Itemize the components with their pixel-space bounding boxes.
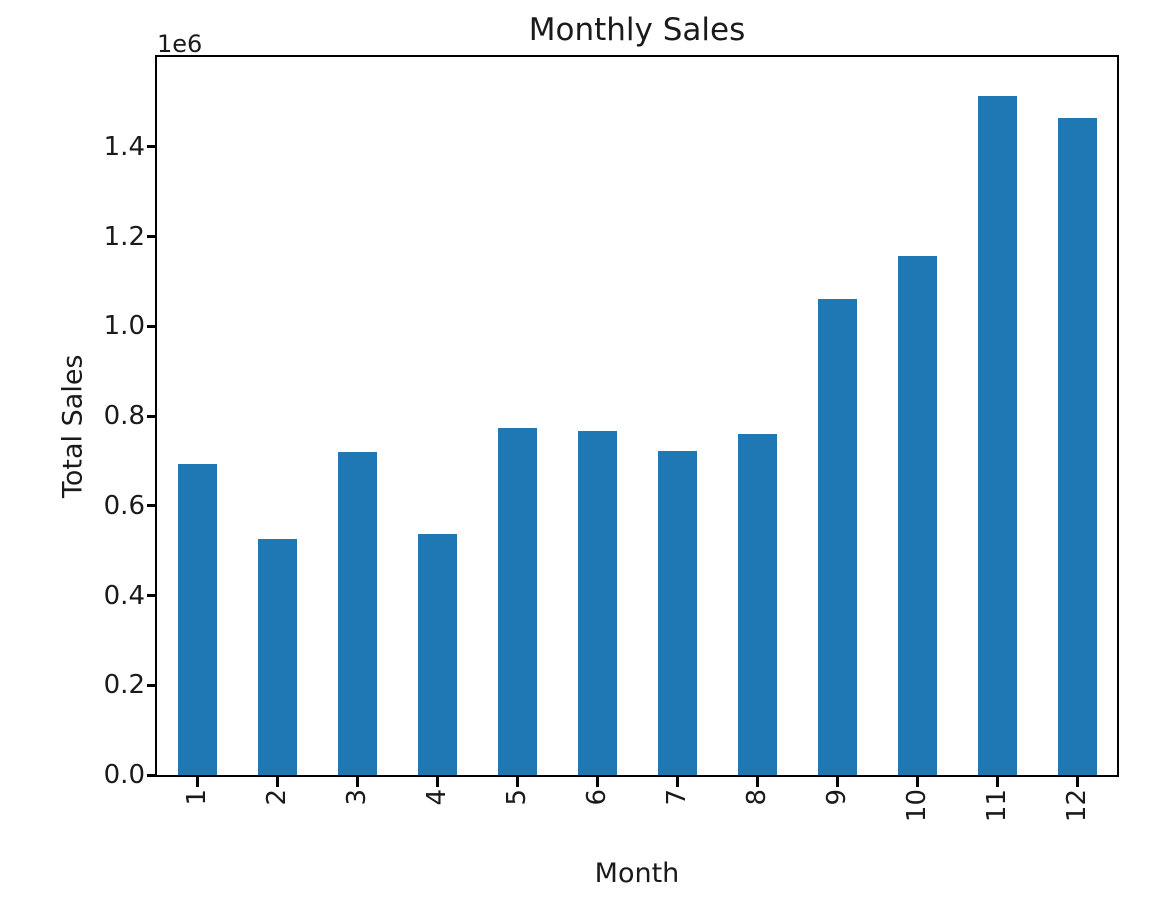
x-tick-mark [435, 777, 439, 787]
x-tick-label: 9 [822, 789, 852, 806]
y-tick-mark [147, 145, 157, 149]
x-tick-mark [275, 777, 279, 787]
bar-month-3 [337, 452, 377, 775]
y-tick-mark [147, 504, 157, 508]
bar-month-2 [257, 539, 297, 775]
plot-area [155, 55, 1119, 777]
y-tick-label: 1.4 [103, 131, 145, 162]
bar-month-11 [977, 96, 1017, 775]
x-tick-label: 3 [342, 789, 372, 806]
bar-month-12 [1057, 118, 1097, 775]
bar-month-4 [417, 534, 457, 775]
x-tick-mark [755, 777, 759, 787]
x-tick-mark [1075, 777, 1079, 787]
y-axis-offset-label: 1e6 [157, 30, 203, 58]
y-tick-label: 1.0 [103, 311, 145, 342]
x-tick-label: 7 [662, 789, 692, 806]
x-tick-mark [515, 777, 519, 787]
bar-month-1 [177, 464, 217, 775]
y-tick-label: 0.2 [103, 670, 145, 701]
y-tick-mark [147, 773, 157, 777]
y-tick-mark [147, 414, 157, 418]
y-tick-mark [147, 235, 157, 238]
x-tick-mark [195, 777, 199, 787]
bar-month-9 [817, 299, 857, 775]
x-tick-mark [595, 777, 599, 787]
bar-month-7 [657, 451, 697, 775]
x-tick-mark [835, 777, 839, 787]
y-tick-mark [147, 594, 157, 597]
bar-month-6 [577, 431, 617, 775]
y-tick-label: 0.0 [103, 760, 145, 790]
x-tick-label: 8 [742, 789, 772, 806]
y-tick-label: 0.4 [103, 580, 145, 611]
x-tick-mark [995, 777, 999, 787]
x-tick-label: 5 [502, 789, 532, 806]
y-tick-label: 0.8 [103, 401, 145, 431]
y-tick-label: 0.6 [103, 490, 145, 521]
y-tick-label: 1.2 [103, 221, 145, 252]
x-tick-label: 1 [182, 789, 212, 806]
bar-month-5 [497, 428, 537, 775]
chart-title: Monthly Sales [528, 12, 746, 48]
y-tick-mark [147, 683, 157, 687]
bar-month-8 [737, 434, 777, 775]
x-tick-label: 10 [902, 789, 932, 823]
x-tick-mark [915, 777, 919, 787]
x-tick-label: 12 [1062, 789, 1092, 823]
x-tick-label: 2 [262, 789, 292, 806]
x-tick-label: 6 [582, 789, 612, 806]
x-tick-mark [355, 777, 359, 787]
x-axis-label: Month [594, 858, 680, 889]
x-tick-mark [675, 777, 679, 787]
y-tick-mark [147, 324, 157, 328]
bar-month-10 [897, 256, 937, 775]
x-tick-label: 11 [982, 789, 1012, 823]
x-tick-label: 4 [422, 789, 452, 806]
